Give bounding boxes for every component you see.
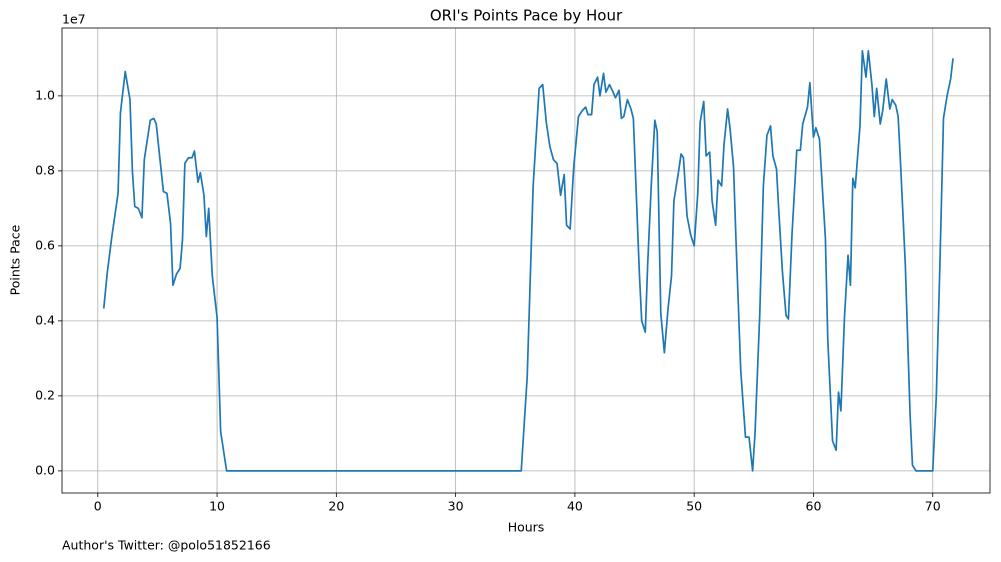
x-tick-label: 10 <box>209 499 225 514</box>
y-tick-label: 0.2 <box>35 387 55 402</box>
x-tick-label: 40 <box>567 499 583 514</box>
y-tick-label: 0.8 <box>35 162 55 177</box>
y-tick-label: 1.0 <box>35 87 55 102</box>
x-tick-label: 20 <box>328 499 344 514</box>
y-tick-label: 0.4 <box>35 312 55 327</box>
plot-frame <box>61 27 991 494</box>
x-tick-label: 0 <box>94 499 102 514</box>
line <box>102 50 954 472</box>
y-tick-label: 0.0 <box>35 462 55 477</box>
y-offset-label: 1e7 <box>62 12 86 27</box>
x-tick-label: 30 <box>448 499 464 514</box>
x-tick-label: 70 <box>925 499 941 514</box>
y-axis-label: Points Pace <box>8 224 23 295</box>
footnote: Author's Twitter: @polo51852166 <box>62 538 271 553</box>
y-tick-label: 0.6 <box>35 237 55 252</box>
x-tick-label: 50 <box>686 499 702 514</box>
chart-title: ORI's Points Pace by Hour <box>430 7 623 25</box>
x-axis-label: Hours <box>508 520 545 535</box>
x-tick-label: 60 <box>806 499 822 514</box>
